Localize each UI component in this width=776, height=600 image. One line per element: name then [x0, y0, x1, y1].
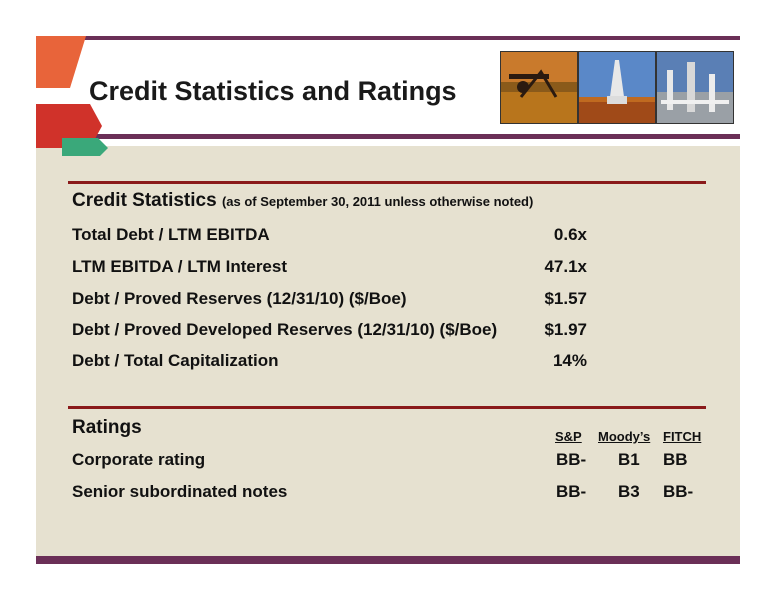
stat-label: Debt / Proved Developed Reserves (12/31/…	[72, 320, 498, 339]
ratings-heading: Ratings	[72, 417, 142, 438]
stat-value: 47.1x	[544, 257, 587, 276]
plant-photo	[656, 51, 734, 124]
stat-label: LTM EBITDA / LTM Interest	[72, 257, 288, 276]
stat-value: $1.57	[544, 289, 587, 308]
rating-sp: BB-	[556, 450, 587, 469]
stat-value: 0.6x	[553, 225, 587, 244]
rating-label: Corporate rating	[72, 450, 206, 469]
page-title: Credit Statistics and Ratings	[89, 76, 457, 106]
decorative-arrows-graphic	[36, 36, 108, 156]
stat-label: Debt / Total Capitalization	[72, 351, 279, 370]
rating-label: Senior subordinated notes	[72, 482, 288, 501]
rating-fitch: BB-	[663, 482, 694, 501]
content-panel	[36, 146, 740, 558]
drilling-rig-photo	[578, 51, 656, 124]
stat-label: Debt / Proved Reserves (12/31/10) ($/Boe…	[72, 289, 407, 308]
credit-statistics-heading: Credit Statistics (as of September 30, 2…	[72, 190, 533, 212]
ratings-column-sp: S&P	[555, 429, 582, 444]
footer-accent-line	[36, 556, 740, 564]
stat-value: $1.97	[544, 320, 587, 339]
header-divider-line	[80, 134, 740, 139]
ratings-rule	[68, 406, 706, 409]
rating-fitch: BB	[663, 450, 688, 469]
credit-statistics-rule	[68, 181, 706, 184]
stat-value: 14%	[552, 351, 587, 370]
credit-statistics-note: (as of September 30, 2011 unless otherwi…	[221, 194, 534, 209]
rating-moodys: B3	[618, 482, 640, 501]
rating-sp: BB-	[556, 482, 587, 501]
ratings-column-fitch: FITCH	[663, 429, 702, 444]
rating-moodys: B1	[618, 450, 640, 469]
pumpjack-photo	[500, 51, 578, 124]
stat-label: Total Debt / LTM EBITDA	[72, 225, 270, 244]
top-accent-line	[80, 36, 740, 40]
credit-statistics-title: Credit Statistics	[72, 190, 217, 211]
ratings-column-moodys: Moody’s	[598, 429, 651, 444]
